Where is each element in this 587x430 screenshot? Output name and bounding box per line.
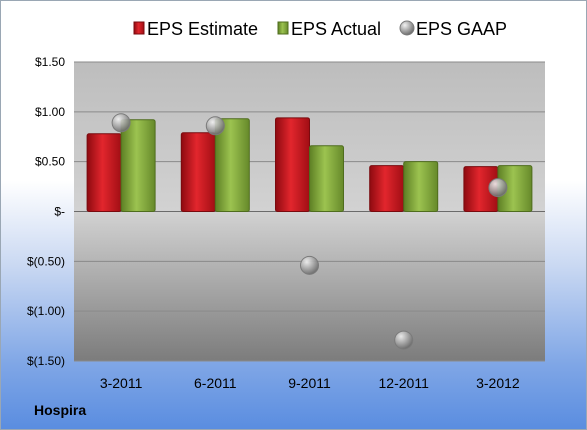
legend-swatch bbox=[277, 21, 289, 35]
x-axis: 3-2011 6-2011 9-2011 12-2011 3-2012 bbox=[100, 375, 520, 391]
legend-swatch bbox=[133, 21, 145, 35]
estimate-bar bbox=[369, 165, 405, 213]
gaap-point bbox=[205, 116, 225, 136]
y-tick-label: $(0.50) bbox=[27, 254, 65, 268]
legend-label: EPS Actual bbox=[291, 19, 381, 39]
estimate-bar bbox=[180, 132, 216, 212]
gaap-points bbox=[111, 113, 508, 350]
legend-label: EPS GAAP bbox=[416, 19, 507, 39]
bars bbox=[86, 117, 533, 213]
x-tick-label: 3-2011 bbox=[100, 375, 143, 391]
company-label: Hospira bbox=[34, 402, 87, 418]
y-tick-label: $1.00 bbox=[35, 105, 65, 119]
y-tick-label: $(1.00) bbox=[27, 304, 65, 318]
gaap-point bbox=[111, 113, 131, 133]
gaap-point bbox=[300, 255, 319, 275]
y-tick-label: $- bbox=[54, 205, 65, 219]
gaap-point bbox=[488, 178, 508, 198]
gaap-point bbox=[394, 330, 414, 350]
y-tick-label: $0.50 bbox=[35, 155, 65, 169]
actual-bar bbox=[403, 161, 439, 213]
legend-label: EPS Estimate bbox=[147, 19, 258, 39]
legend-swatch bbox=[399, 20, 415, 36]
x-tick-label: 6-2011 bbox=[194, 375, 237, 391]
x-tick-label: 12-2011 bbox=[379, 375, 430, 391]
x-tick-label: 9-2011 bbox=[288, 375, 331, 391]
y-tick-label: $1.50 bbox=[35, 55, 65, 69]
y-axis: $1.50 $1.00 $0.50 $- $(0.50) $(1.00) $(1.50) bbox=[27, 55, 65, 368]
actual-bar bbox=[309, 145, 344, 212]
actual-bar bbox=[120, 119, 156, 212]
x-tick-label: 3-2012 bbox=[476, 375, 520, 391]
y-tick-label: $(1.50) bbox=[27, 354, 65, 368]
estimate-bar bbox=[86, 133, 122, 212]
legend: EPS Estimate EPS Actual EPS GAAP bbox=[133, 19, 507, 39]
actual-bar bbox=[214, 118, 250, 212]
estimate-bar bbox=[275, 117, 310, 212]
